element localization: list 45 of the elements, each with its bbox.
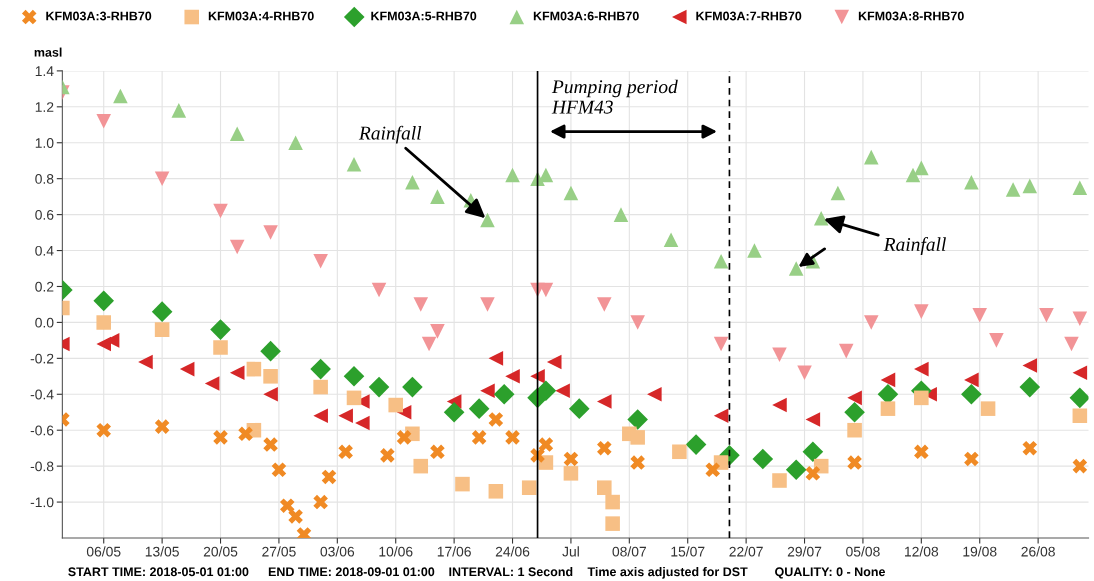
legend-label: KFM03A:7-RHB70	[696, 11, 802, 21]
x-tick-label: 10/06	[379, 546, 413, 557]
y-tick-label: 0.6	[35, 209, 54, 220]
x-tick-label: Jul	[562, 546, 579, 557]
x-tick-label: 29/07	[787, 546, 822, 557]
x-tick-label: 08/07	[612, 546, 647, 557]
text: QUALITY: 0 - None	[775, 567, 886, 579]
x-tick-label: 20/05	[203, 546, 238, 557]
legend-label: KFM03A:6-RHB70	[533, 11, 639, 21]
x-tick-label: 27/05	[262, 546, 296, 557]
annotation: Rainfall	[883, 237, 946, 255]
y-tick-label: -0.6	[30, 425, 54, 436]
text: END TIME: 2018-09-01 01:00	[268, 567, 435, 577]
y-tick-label: 1.2	[35, 102, 54, 112]
legend-label: KFM03A:3-RHB70	[46, 11, 152, 21]
x-tick-label: 17/06	[437, 546, 471, 557]
y-tick-label: 0.0	[35, 317, 54, 328]
y-tick-label: -0.2	[30, 353, 54, 364]
legend-label: KFM03A:5-RHB70	[371, 11, 477, 21]
y-tick-label: -0.8	[30, 461, 54, 472]
y-tick-label: -1.0	[30, 497, 54, 508]
y-axis-title: masl	[34, 47, 62, 57]
y-tick-label: 0.2	[35, 281, 54, 292]
x-tick-label: 05/08	[846, 546, 880, 557]
y-tick-label: 1.4	[35, 66, 54, 76]
x-tick-label: 12/08	[905, 546, 939, 557]
x-tick-label: 06/05	[86, 546, 121, 557]
annotation: Rainfall	[358, 125, 422, 144]
legend-label: KFM03A:4-RHB70	[208, 11, 314, 21]
x-tick-label: 03/06	[320, 546, 355, 557]
y-tick-label: -0.4	[30, 389, 54, 400]
y-tick-label: 1.0	[35, 138, 54, 148]
x-tick-label: 13/05	[145, 546, 179, 557]
y-tick-label: 0.8	[35, 174, 54, 184]
text: Time axis adjusted for DST	[587, 567, 748, 579]
x-tick-label: 15/07	[671, 546, 705, 557]
annotation: Pumping period HFM43	[551, 79, 678, 114]
x-tick-label: 22/07	[729, 546, 763, 557]
text: INTERVAL: 1 Second	[449, 567, 573, 577]
y-tick-label: 0.4	[35, 245, 54, 256]
text: START TIME: 2018-05-01 01:00	[68, 567, 249, 577]
x-tick-label: 26/08	[1021, 546, 1055, 557]
legend-label: KFM03A:8-RHB70	[858, 11, 964, 21]
x-tick-label: 24/06	[495, 546, 530, 557]
x-tick-label: 19/08	[963, 546, 997, 557]
